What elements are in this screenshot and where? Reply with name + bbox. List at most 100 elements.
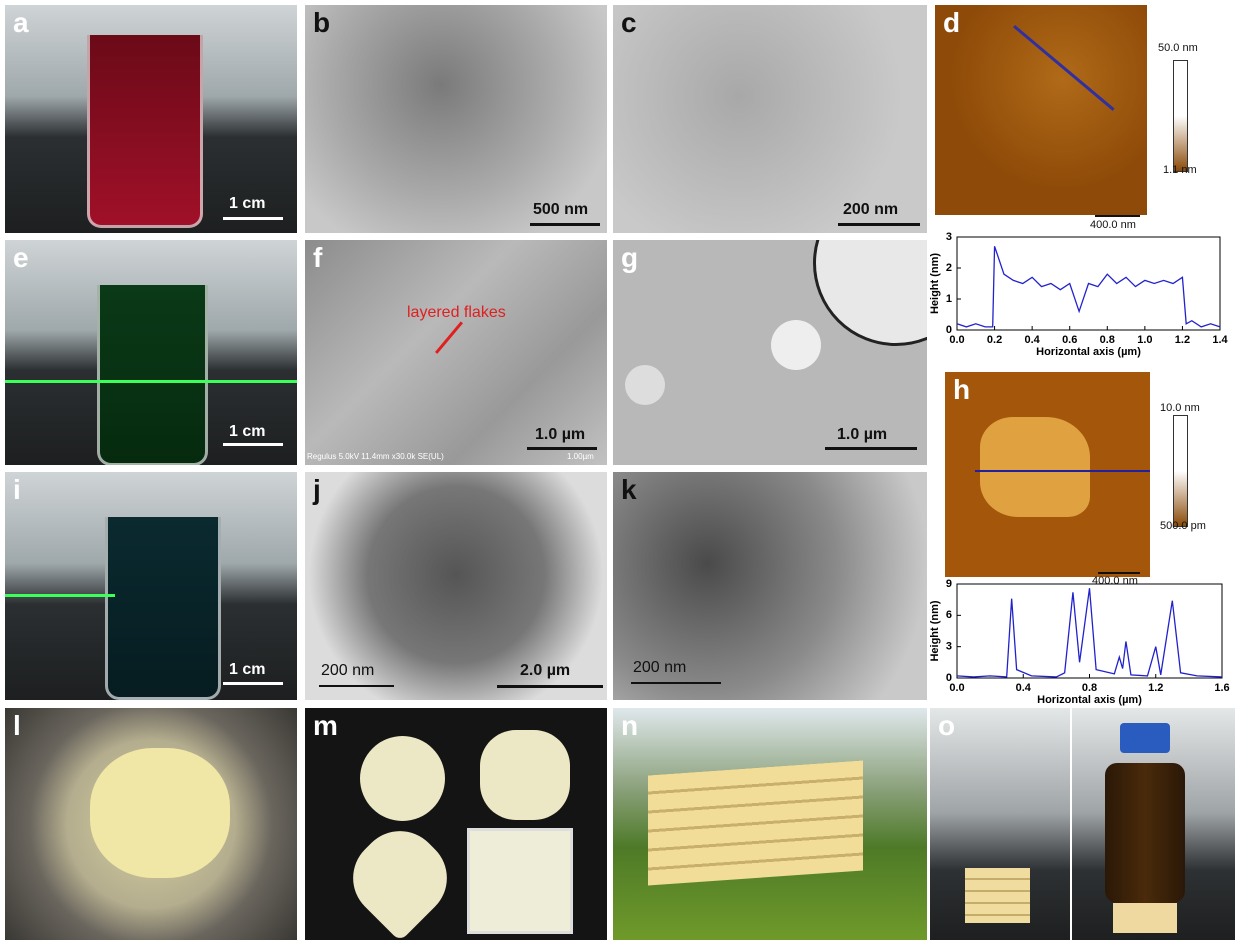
arrow — [435, 321, 464, 354]
beaker — [97, 285, 208, 465]
panel-a: a 1 cm — [5, 5, 297, 233]
y-tick-label: 9 — [946, 578, 952, 590]
profile-line — [975, 470, 1150, 472]
colorbar-min: 500.0 pm — [1160, 520, 1206, 532]
scale-label: 500 nm — [533, 201, 589, 218]
scale-label: 1 cm — [229, 195, 266, 212]
y-tick-label: 0 — [946, 672, 952, 684]
scale-bar — [530, 223, 600, 226]
plot-frame — [956, 583, 1223, 679]
scale-bar — [631, 682, 721, 684]
scale-bar — [1098, 572, 1140, 574]
scale-bar — [825, 447, 917, 450]
scale-bar — [223, 443, 283, 446]
x-tick-label: 1.2 — [1148, 682, 1163, 694]
panel-letter: i — [13, 474, 21, 505]
scale-label: 200 nm — [843, 201, 899, 218]
sponge — [1113, 903, 1177, 933]
profile-line — [956, 588, 1223, 678]
panel-d: d — [935, 5, 1147, 215]
laser — [5, 380, 297, 383]
panel-letter: o — [938, 710, 956, 741]
panel-letter: f — [313, 242, 323, 273]
panel-c: c 200 nm — [613, 5, 927, 233]
square-shape — [467, 828, 573, 934]
panel-letter: n — [621, 710, 639, 741]
bottle — [1105, 763, 1185, 903]
bottle-cap — [1120, 723, 1170, 753]
annotation: layered flakes — [407, 304, 506, 321]
panel-l: l — [5, 708, 297, 940]
y-tick-label: 0 — [946, 324, 952, 336]
sem-scale: 1.00µm — [567, 452, 594, 461]
divider — [1070, 708, 1072, 940]
x-tick-label: 0.8 — [1100, 334, 1115, 346]
gel — [90, 748, 230, 878]
panel-letter: e — [13, 242, 29, 273]
x-tick-label: 0.0 — [949, 682, 964, 694]
x-tick-label: 0.8 — [1082, 682, 1097, 694]
panel-g: g 1.0 µm — [613, 240, 927, 465]
panel-j: j 200 nm 2.0 µm — [305, 472, 607, 700]
x-tick-label: 0.4 — [1024, 334, 1040, 346]
y-tick-label: 6 — [946, 609, 952, 621]
scale-label: 1 cm — [229, 423, 266, 440]
x-tick-label: 0.4 — [1016, 682, 1032, 694]
panel-letter: l — [13, 710, 21, 741]
sponge-stack — [648, 760, 863, 886]
x-axis-label: Horizontal axis (µm) — [1037, 694, 1142, 706]
panel-h: h — [945, 372, 1150, 577]
colorbar-max: 50.0 nm — [1158, 42, 1198, 54]
heart-shape — [336, 814, 464, 940]
panel-letter: a — [13, 7, 29, 38]
spot — [625, 365, 665, 405]
scale-label: 1.0 µm — [837, 426, 888, 443]
panel-letter: m — [313, 710, 338, 741]
x-tick-label: 1.2 — [1175, 334, 1190, 346]
profile-line — [1013, 25, 1115, 111]
x-tick-label: 1.4 — [1212, 334, 1228, 346]
panel-i: i 1 cm — [5, 472, 297, 700]
sponge-stack — [965, 868, 1030, 923]
colorbar-max: 10.0 nm — [1160, 402, 1200, 414]
panel-letter: j — [313, 474, 321, 505]
panel-b: b 500 nm — [305, 5, 607, 233]
scale-label: 400.0 nm — [1090, 219, 1136, 231]
y-axis-label: Height (nm) — [929, 600, 941, 661]
y-tick-label: 3 — [946, 641, 952, 653]
bear-shape — [360, 736, 445, 821]
flake — [980, 417, 1090, 517]
scale-label: 1 cm — [229, 661, 266, 678]
y-tick-label: 3 — [946, 231, 952, 243]
panel-letter: g — [621, 242, 639, 273]
panel-f: f layered flakes 1.0 µm Regulus 5.0kV 11… — [305, 240, 607, 465]
panel-letter: b — [313, 7, 331, 38]
scale-bar — [838, 223, 920, 226]
scale-bar — [319, 685, 394, 687]
grid-hole — [813, 240, 927, 346]
y-axis-label: Height (nm) — [929, 253, 941, 314]
laser — [5, 594, 115, 597]
beaker — [105, 517, 221, 700]
x-tick-label: 1.6 — [1214, 682, 1229, 694]
spot — [771, 320, 821, 370]
panel-n: n — [613, 708, 927, 940]
profile-line — [956, 246, 1221, 328]
scale-label: 200 nm — [633, 659, 687, 676]
scale-label: 200 nm — [321, 662, 375, 679]
colorbar — [1173, 60, 1188, 172]
sem-info: Regulus 5.0kV 11.4mm x30.0k SE(UL) — [307, 452, 444, 461]
panel-e: e 1 cm — [5, 240, 297, 465]
x-tick-label: 0.2 — [987, 334, 1002, 346]
panel-letter: k — [621, 474, 637, 505]
scale-bar — [497, 685, 603, 688]
colorbar-min: 1.1 nm — [1163, 164, 1197, 176]
scale-label: 400.0 nm — [1092, 575, 1138, 587]
panel-m: m — [305, 708, 607, 940]
panel-letter: d — [943, 7, 961, 38]
x-axis-label: Horizontal axis (µm) — [1036, 346, 1141, 358]
plot-frame — [956, 236, 1221, 331]
x-tick-label: 0.6 — [1062, 334, 1077, 346]
panel-k: k 200 nm — [613, 472, 927, 700]
